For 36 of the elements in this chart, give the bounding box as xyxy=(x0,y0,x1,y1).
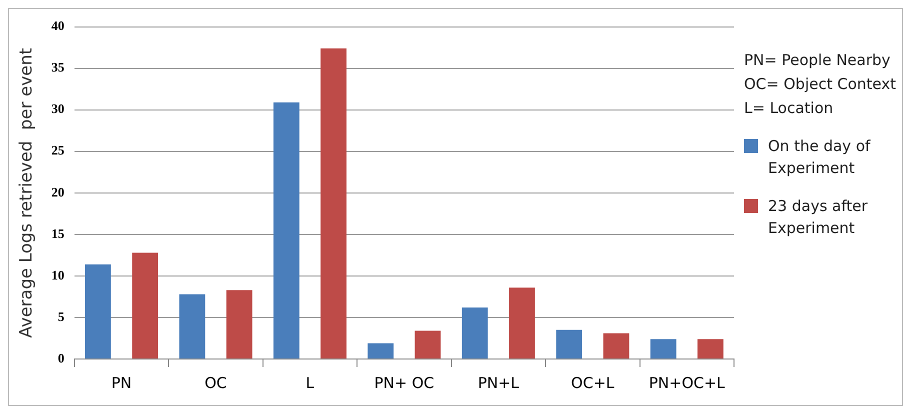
bar xyxy=(556,330,582,358)
x-tick-label: OC+L xyxy=(571,374,615,392)
y-tick-label: 20 xyxy=(51,184,64,200)
bar xyxy=(462,308,488,358)
x-tick-label: L xyxy=(306,374,315,392)
bar xyxy=(226,290,252,358)
bar xyxy=(85,264,111,358)
bar xyxy=(179,294,206,358)
y-tick-label: 35 xyxy=(51,60,65,75)
bar xyxy=(697,339,724,358)
y-tick-label: 5 xyxy=(58,308,65,324)
text: OC= Object Context xyxy=(744,74,897,95)
y-tick-label: 10 xyxy=(51,267,64,282)
x-tick-label: OC xyxy=(204,374,227,392)
x-tick-label: PN+OC+L xyxy=(648,374,726,392)
bar xyxy=(414,330,441,358)
bar xyxy=(509,288,535,358)
bar xyxy=(132,252,158,358)
bar xyxy=(603,333,630,358)
bar xyxy=(320,48,346,358)
bar xyxy=(650,339,676,358)
text: PN= People Nearby xyxy=(744,50,892,71)
y-axis-title: Average Logs retrieved per event xyxy=(16,48,37,338)
y-tick-label: 15 xyxy=(51,226,65,241)
legend-label: 23 days after Experiment xyxy=(768,196,869,239)
text: L= Location xyxy=(744,98,834,119)
y-tick-label: 30 xyxy=(51,101,64,116)
y-tick-label: 0 xyxy=(58,350,64,366)
y-tick-label: 25 xyxy=(51,142,65,158)
x-tick-label: PN+L xyxy=(478,374,520,392)
x-tick-label: PN xyxy=(111,374,132,392)
bar xyxy=(273,102,300,358)
y-tick-label: 40 xyxy=(51,18,64,34)
x-tick-label: PN+ OC xyxy=(374,374,434,392)
legend-label: On the day of Experiment xyxy=(768,136,872,179)
bar xyxy=(368,343,394,358)
